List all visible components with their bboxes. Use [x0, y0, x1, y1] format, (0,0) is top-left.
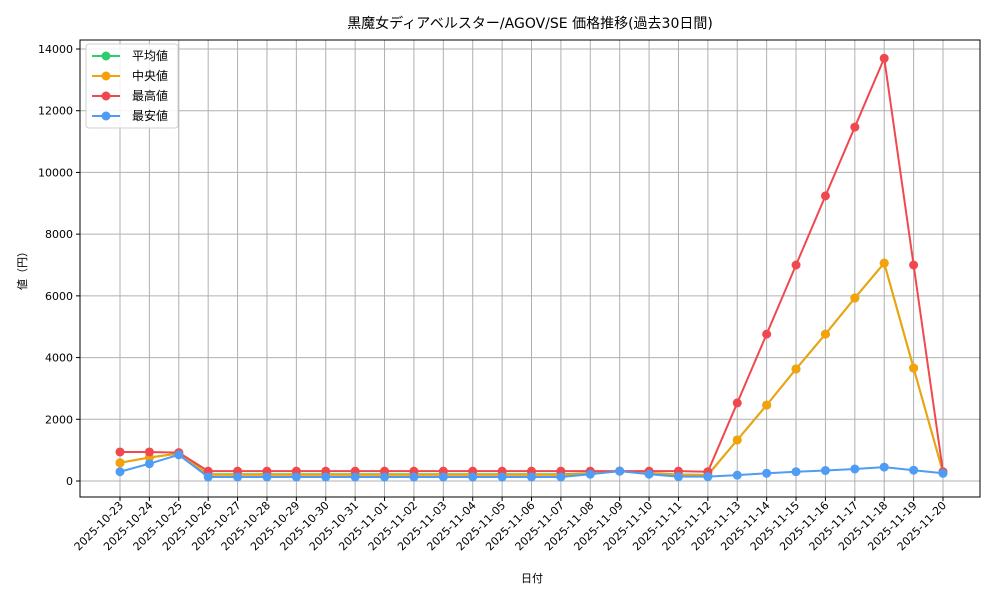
- data-point: [909, 260, 919, 270]
- data-point: [732, 435, 742, 445]
- y-tick-label: 2000: [45, 413, 73, 426]
- data-point: [879, 462, 889, 472]
- legend-box: [85, 43, 179, 129]
- y-tick-label: 8000: [45, 228, 73, 241]
- data-point: [791, 364, 801, 374]
- data-point: [820, 466, 830, 476]
- data-point: [791, 467, 801, 477]
- y-tick-label: 12000: [38, 105, 73, 118]
- data-point: [262, 472, 272, 482]
- data-point: [556, 472, 566, 482]
- x-axis-ticks: 2025-10-232025-10-242025-10-252025-10-26…: [72, 497, 949, 553]
- data-point: [732, 470, 742, 480]
- data-point: [879, 53, 889, 63]
- data-point: [203, 472, 213, 482]
- data-point: [850, 122, 860, 132]
- y-axis-label: 値（円）: [16, 246, 29, 290]
- data-point: [732, 398, 742, 408]
- data-point: [527, 472, 536, 482]
- data-point: [673, 472, 683, 482]
- data-point: [233, 472, 243, 482]
- data-point: [291, 472, 301, 482]
- grid-lines: [80, 40, 980, 497]
- data-point: [850, 293, 860, 303]
- data-point: [762, 400, 772, 410]
- data-point: [762, 329, 772, 339]
- data-point: [879, 258, 889, 268]
- data-point: [615, 466, 625, 476]
- y-tick-label: 4000: [45, 352, 73, 365]
- legend-marker-icon: [101, 51, 111, 61]
- data-point: [174, 450, 184, 460]
- data-point: [115, 447, 125, 457]
- data-point: [409, 472, 419, 482]
- data-point: [115, 467, 125, 477]
- data-point: [820, 191, 830, 201]
- y-tick-label: 0: [66, 475, 73, 488]
- data-point: [321, 472, 331, 482]
- legend-label: 中央値: [132, 68, 168, 83]
- legend-label: 平均値: [132, 48, 168, 63]
- data-point: [350, 472, 360, 482]
- data-point: [644, 469, 654, 479]
- chart-title: 黒魔女ディアベルスター/AGOV/SE 価格推移(過去30日間): [347, 15, 713, 32]
- data-point: [791, 260, 801, 270]
- data-point: [909, 363, 919, 373]
- plot-frame: [79, 39, 981, 498]
- legend-label: 最高値: [132, 88, 168, 103]
- data-point: [820, 329, 830, 339]
- data-point: [468, 472, 478, 482]
- y-tick-label: 10000: [38, 166, 73, 179]
- legend-marker-icon: [101, 71, 111, 81]
- y-tick-label: 6000: [45, 290, 73, 303]
- data-point: [762, 468, 772, 478]
- data-point: [909, 465, 919, 475]
- y-axis-ticks: 0 2000 4000 6000 8000 10000 12000 14000: [38, 43, 80, 488]
- data-point: [850, 464, 860, 474]
- data-point: [144, 459, 154, 469]
- data-point: [380, 472, 390, 482]
- y-tick-label: 14000: [38, 43, 73, 56]
- x-axis-label: 日付: [521, 572, 543, 585]
- data-point: [497, 472, 507, 482]
- data-point: [703, 472, 713, 482]
- data-point: [115, 458, 125, 468]
- data-point: [938, 468, 948, 478]
- legend-marker-icon: [101, 111, 111, 121]
- series-lines: [115, 53, 948, 482]
- legend-label: 最安値: [132, 108, 168, 123]
- legend-marker-icon: [101, 91, 111, 101]
- series-3: [115, 450, 948, 482]
- data-point: [144, 447, 154, 457]
- data-point: [585, 469, 595, 479]
- series-2: [115, 53, 948, 477]
- data-point: [438, 472, 448, 482]
